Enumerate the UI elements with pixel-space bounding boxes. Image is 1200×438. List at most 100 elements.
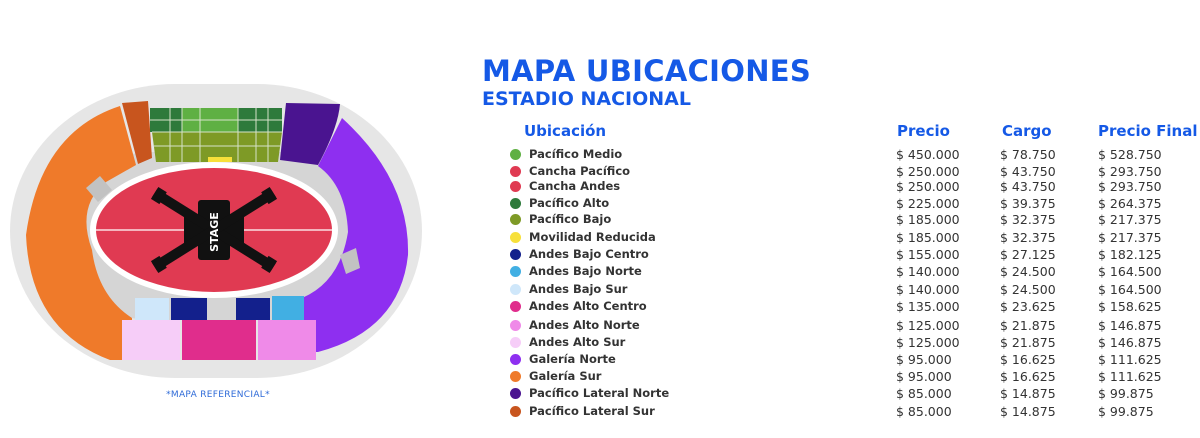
location-name: Pacífico Lateral Sur — [529, 404, 655, 418]
price-value: $ 185.000 — [896, 230, 960, 245]
map-note: *MAPA REFERENCIAL* — [166, 390, 270, 400]
cargo-value: $ 78.750 — [1000, 147, 1056, 162]
price-value: $ 185.000 — [896, 212, 960, 227]
zone-andes-alto-sur[interactable] — [122, 320, 180, 360]
table-row: Andes Bajo Norte $ 140.000 $ 24.500 $ 164.5… — [508, 263, 1188, 280]
table-row: Andes Bajo Sur $ 140.000 $ 24.500 $ 164.500 — [508, 281, 1188, 298]
final-price-value: $ 99.875 — [1098, 404, 1154, 419]
color-dot-icon — [510, 284, 521, 295]
table-row: Cancha Andes $ 250.000 $ 43.750 $ 293.750 — [508, 178, 1188, 195]
final-price-value: $ 293.750 — [1098, 164, 1162, 179]
color-dot-icon — [510, 388, 521, 399]
table-row: Pacífico Lateral Norte $ 85.000 $ 14.875 $ … — [508, 385, 1188, 402]
color-dot-icon — [510, 406, 521, 417]
grey-block-right — [340, 248, 360, 274]
price-value: $ 95.000 — [896, 369, 952, 384]
cargo-value: $ 39.375 — [1000, 196, 1056, 211]
zone-pacifico-bajo[interactable] — [152, 132, 282, 162]
cargo-value: $ 14.875 — [1000, 404, 1056, 419]
color-dot-icon — [510, 249, 521, 260]
zone-andes-alto-norte[interactable] — [258, 320, 316, 360]
zone-andes-alto-centro[interactable] — [182, 320, 256, 360]
grey-block-left — [86, 176, 112, 202]
location-name: Andes Bajo Norte — [529, 264, 642, 278]
cargo-value: $ 32.375 — [1000, 212, 1056, 227]
final-price-value: $ 111.625 — [1098, 369, 1162, 384]
location-name: Andes Bajo Centro — [529, 247, 649, 261]
table-row: Andes Alto Sur $ 125.000 $ 21.875 $ 146.875 — [508, 334, 1188, 351]
cargo-value: $ 14.875 — [1000, 386, 1056, 401]
price-value: $ 450.000 — [896, 147, 960, 162]
table-row: Andes Alto Centro $ 135.000 $ 23.625 $ 158.… — [508, 298, 1188, 315]
column-header-cargo: Cargo — [1002, 122, 1052, 140]
price-value: $ 85.000 — [896, 386, 952, 401]
cargo-value: $ 43.750 — [1000, 179, 1056, 194]
table-row: Galería Norte $ 95.000 $ 16.625 $ 111.625 — [508, 351, 1188, 368]
cargo-value: $ 27.125 — [1000, 247, 1056, 262]
price-value: $ 125.000 — [896, 318, 960, 333]
color-dot-icon — [510, 214, 521, 225]
price-value: $ 85.000 — [896, 404, 952, 419]
zone-galeria-norte[interactable] — [300, 118, 409, 352]
color-dot-icon — [510, 166, 521, 177]
location-name: Galería Norte — [529, 352, 616, 366]
price-value: $ 125.000 — [896, 335, 960, 350]
stage-label: STAGE — [208, 212, 221, 252]
location-name: Pacífico Lateral Norte — [529, 386, 670, 400]
color-dot-icon — [510, 301, 521, 312]
stage — [150, 186, 278, 274]
table-row: Galería Sur $ 95.000 $ 16.625 $ 111.625 — [508, 368, 1188, 385]
location-name: Pacífico Bajo — [529, 212, 612, 226]
location-name: Andes Alto Sur — [529, 335, 626, 349]
price-value: $ 250.000 — [896, 179, 960, 194]
cargo-value: $ 16.625 — [1000, 369, 1056, 384]
location-name: Cancha Andes — [529, 179, 621, 193]
color-dot-icon — [510, 198, 521, 209]
zone-movilidad-reducida[interactable] — [208, 157, 232, 162]
final-price-value: $ 99.875 — [1098, 386, 1154, 401]
table-row: Movilidad Reducida $ 185.000 $ 32.375 $ 217… — [508, 229, 1188, 246]
table-row: Pacífico Bajo $ 185.000 $ 32.375 $ 217.375 — [508, 211, 1188, 228]
zone-andes-bajo-centro-left[interactable] — [171, 298, 207, 320]
color-dot-icon — [510, 371, 521, 382]
seat-grid — [150, 108, 282, 162]
price-value: $ 95.000 — [896, 352, 952, 367]
final-price-value: $ 293.750 — [1098, 179, 1162, 194]
table-row: Pacífico Lateral Sur $ 85.000 $ 14.875 $ 99… — [508, 403, 1188, 420]
zone-pacifico-lateral-norte[interactable] — [280, 103, 340, 165]
final-price-value: $ 164.500 — [1098, 264, 1162, 279]
table-row: Andes Bajo Centro $ 155.000 $ 27.125 $ 182.… — [508, 246, 1188, 263]
location-name: Galería Sur — [529, 369, 602, 383]
color-dot-icon — [510, 266, 521, 277]
zone-pacifico-lateral-sur[interactable] — [122, 101, 152, 164]
cargo-value: $ 21.875 — [1000, 335, 1056, 350]
final-price-value: $ 217.375 — [1098, 212, 1162, 227]
location-name: Andes Alto Norte — [529, 318, 640, 332]
cargo-value: $ 24.500 — [1000, 264, 1056, 279]
zone-andes-bajo-sur[interactable] — [135, 298, 169, 320]
color-dot-icon — [510, 149, 521, 160]
final-price-value: $ 528.750 — [1098, 147, 1162, 162]
final-price-value: $ 111.625 — [1098, 352, 1162, 367]
zone-andes-bajo-centro-right[interactable] — [236, 298, 270, 320]
final-price-value: $ 264.375 — [1098, 196, 1162, 211]
stadium-map: STAGE — [10, 84, 422, 378]
table-row: Andes Alto Norte $ 125.000 $ 21.875 $ 146.8… — [508, 317, 1188, 334]
color-dot-icon — [510, 232, 521, 243]
final-price-value: $ 146.875 — [1098, 318, 1162, 333]
cargo-value: $ 24.500 — [1000, 282, 1056, 297]
column-header-price: Precio — [897, 122, 950, 140]
price-value: $ 135.000 — [896, 299, 960, 314]
zone-galeria-sur[interactable] — [26, 106, 136, 360]
table-row: Cancha Pacífico $ 250.000 $ 43.750 $ 293.75… — [508, 163, 1188, 180]
table-row: Pacífico Alto $ 225.000 $ 39.375 $ 264.375 — [508, 195, 1188, 212]
final-price-value: $ 146.875 — [1098, 335, 1162, 350]
color-dot-icon — [510, 320, 521, 331]
price-value: $ 225.000 — [896, 196, 960, 211]
final-price-value: $ 164.500 — [1098, 282, 1162, 297]
column-header-location: Ubicación — [524, 122, 607, 140]
zone-andes-bajo-norte[interactable] — [272, 296, 304, 320]
table-row: Pacífico Medio $ 450.000 $ 78.750 $ 528.750 — [508, 146, 1188, 163]
color-dot-icon — [510, 354, 521, 365]
location-name: Pacífico Alto — [529, 196, 610, 210]
